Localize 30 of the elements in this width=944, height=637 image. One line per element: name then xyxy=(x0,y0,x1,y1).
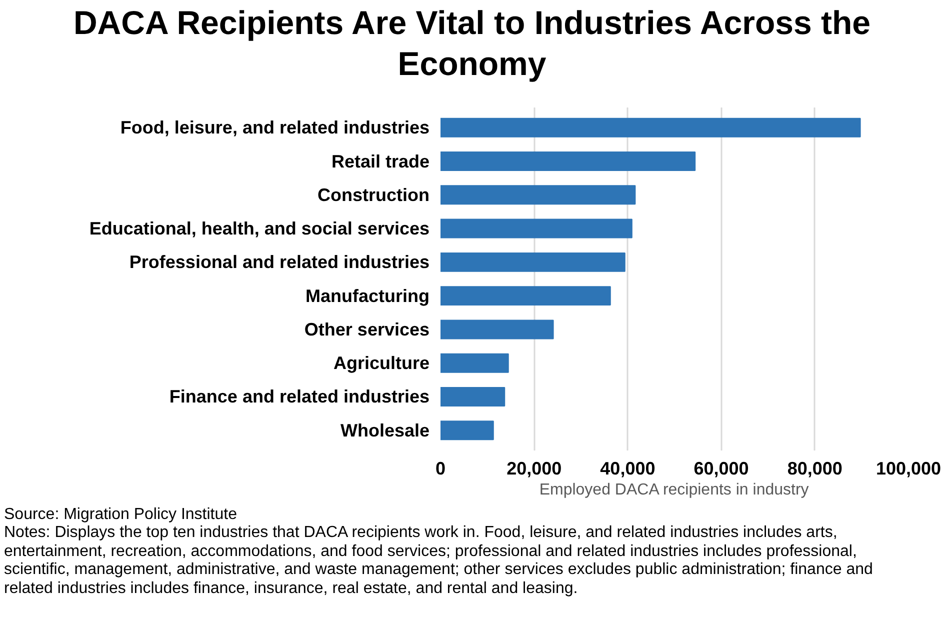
bar xyxy=(440,286,611,306)
bar xyxy=(440,118,861,138)
y-tick-label: Professional and related industries xyxy=(129,252,430,272)
x-tick-label: 20,000 xyxy=(506,458,562,478)
bar xyxy=(440,386,506,406)
x-tick-label: 40,000 xyxy=(600,458,656,478)
x-tick-label: 0 xyxy=(435,458,446,478)
x-axis-title: Employed DACA recipients in industry xyxy=(539,482,809,498)
y-tick-label: Wholesale xyxy=(340,420,430,440)
text: Notes: Displays the top ten industries that DACA recipients work in. Food, leisure, and related industries includes arts, entertainment, recreation, accommodations, and food services; professional and related industries includes professional, scientific, management, administrative, and waste management; other services excludes public administration; finance and related industries includes finance, insurance, real estate, and rental and leasing. xyxy=(4,524,874,598)
chart-title: DACA Recipients Are Vital to Industries Across the Economy xyxy=(72,3,872,84)
x-tick-label: 80,000 xyxy=(787,458,842,478)
y-tick-label: Construction xyxy=(318,184,430,205)
x-tick-label: 100,000 xyxy=(876,458,942,478)
bar xyxy=(440,252,626,272)
bar xyxy=(440,152,696,172)
bar xyxy=(440,185,636,205)
y-tick-label: Manufacturing xyxy=(306,286,430,306)
bar xyxy=(440,353,509,373)
y-tick-label: Educational, health, and social services xyxy=(89,218,430,239)
y-tick-label: Food, leisure, and related industries xyxy=(120,118,430,138)
bar xyxy=(440,420,494,440)
x-tick-label: 60,000 xyxy=(694,458,749,478)
y-tick-label: Agriculture xyxy=(333,353,430,374)
bar xyxy=(440,218,632,238)
source-note: Source: Migration Policy Institute xyxy=(4,506,238,524)
y-tick-label: Finance and related industries xyxy=(169,386,430,407)
y-tick-label: Retail trade xyxy=(331,151,430,172)
y-tick-label: Other services xyxy=(304,319,430,340)
bar xyxy=(440,320,554,340)
